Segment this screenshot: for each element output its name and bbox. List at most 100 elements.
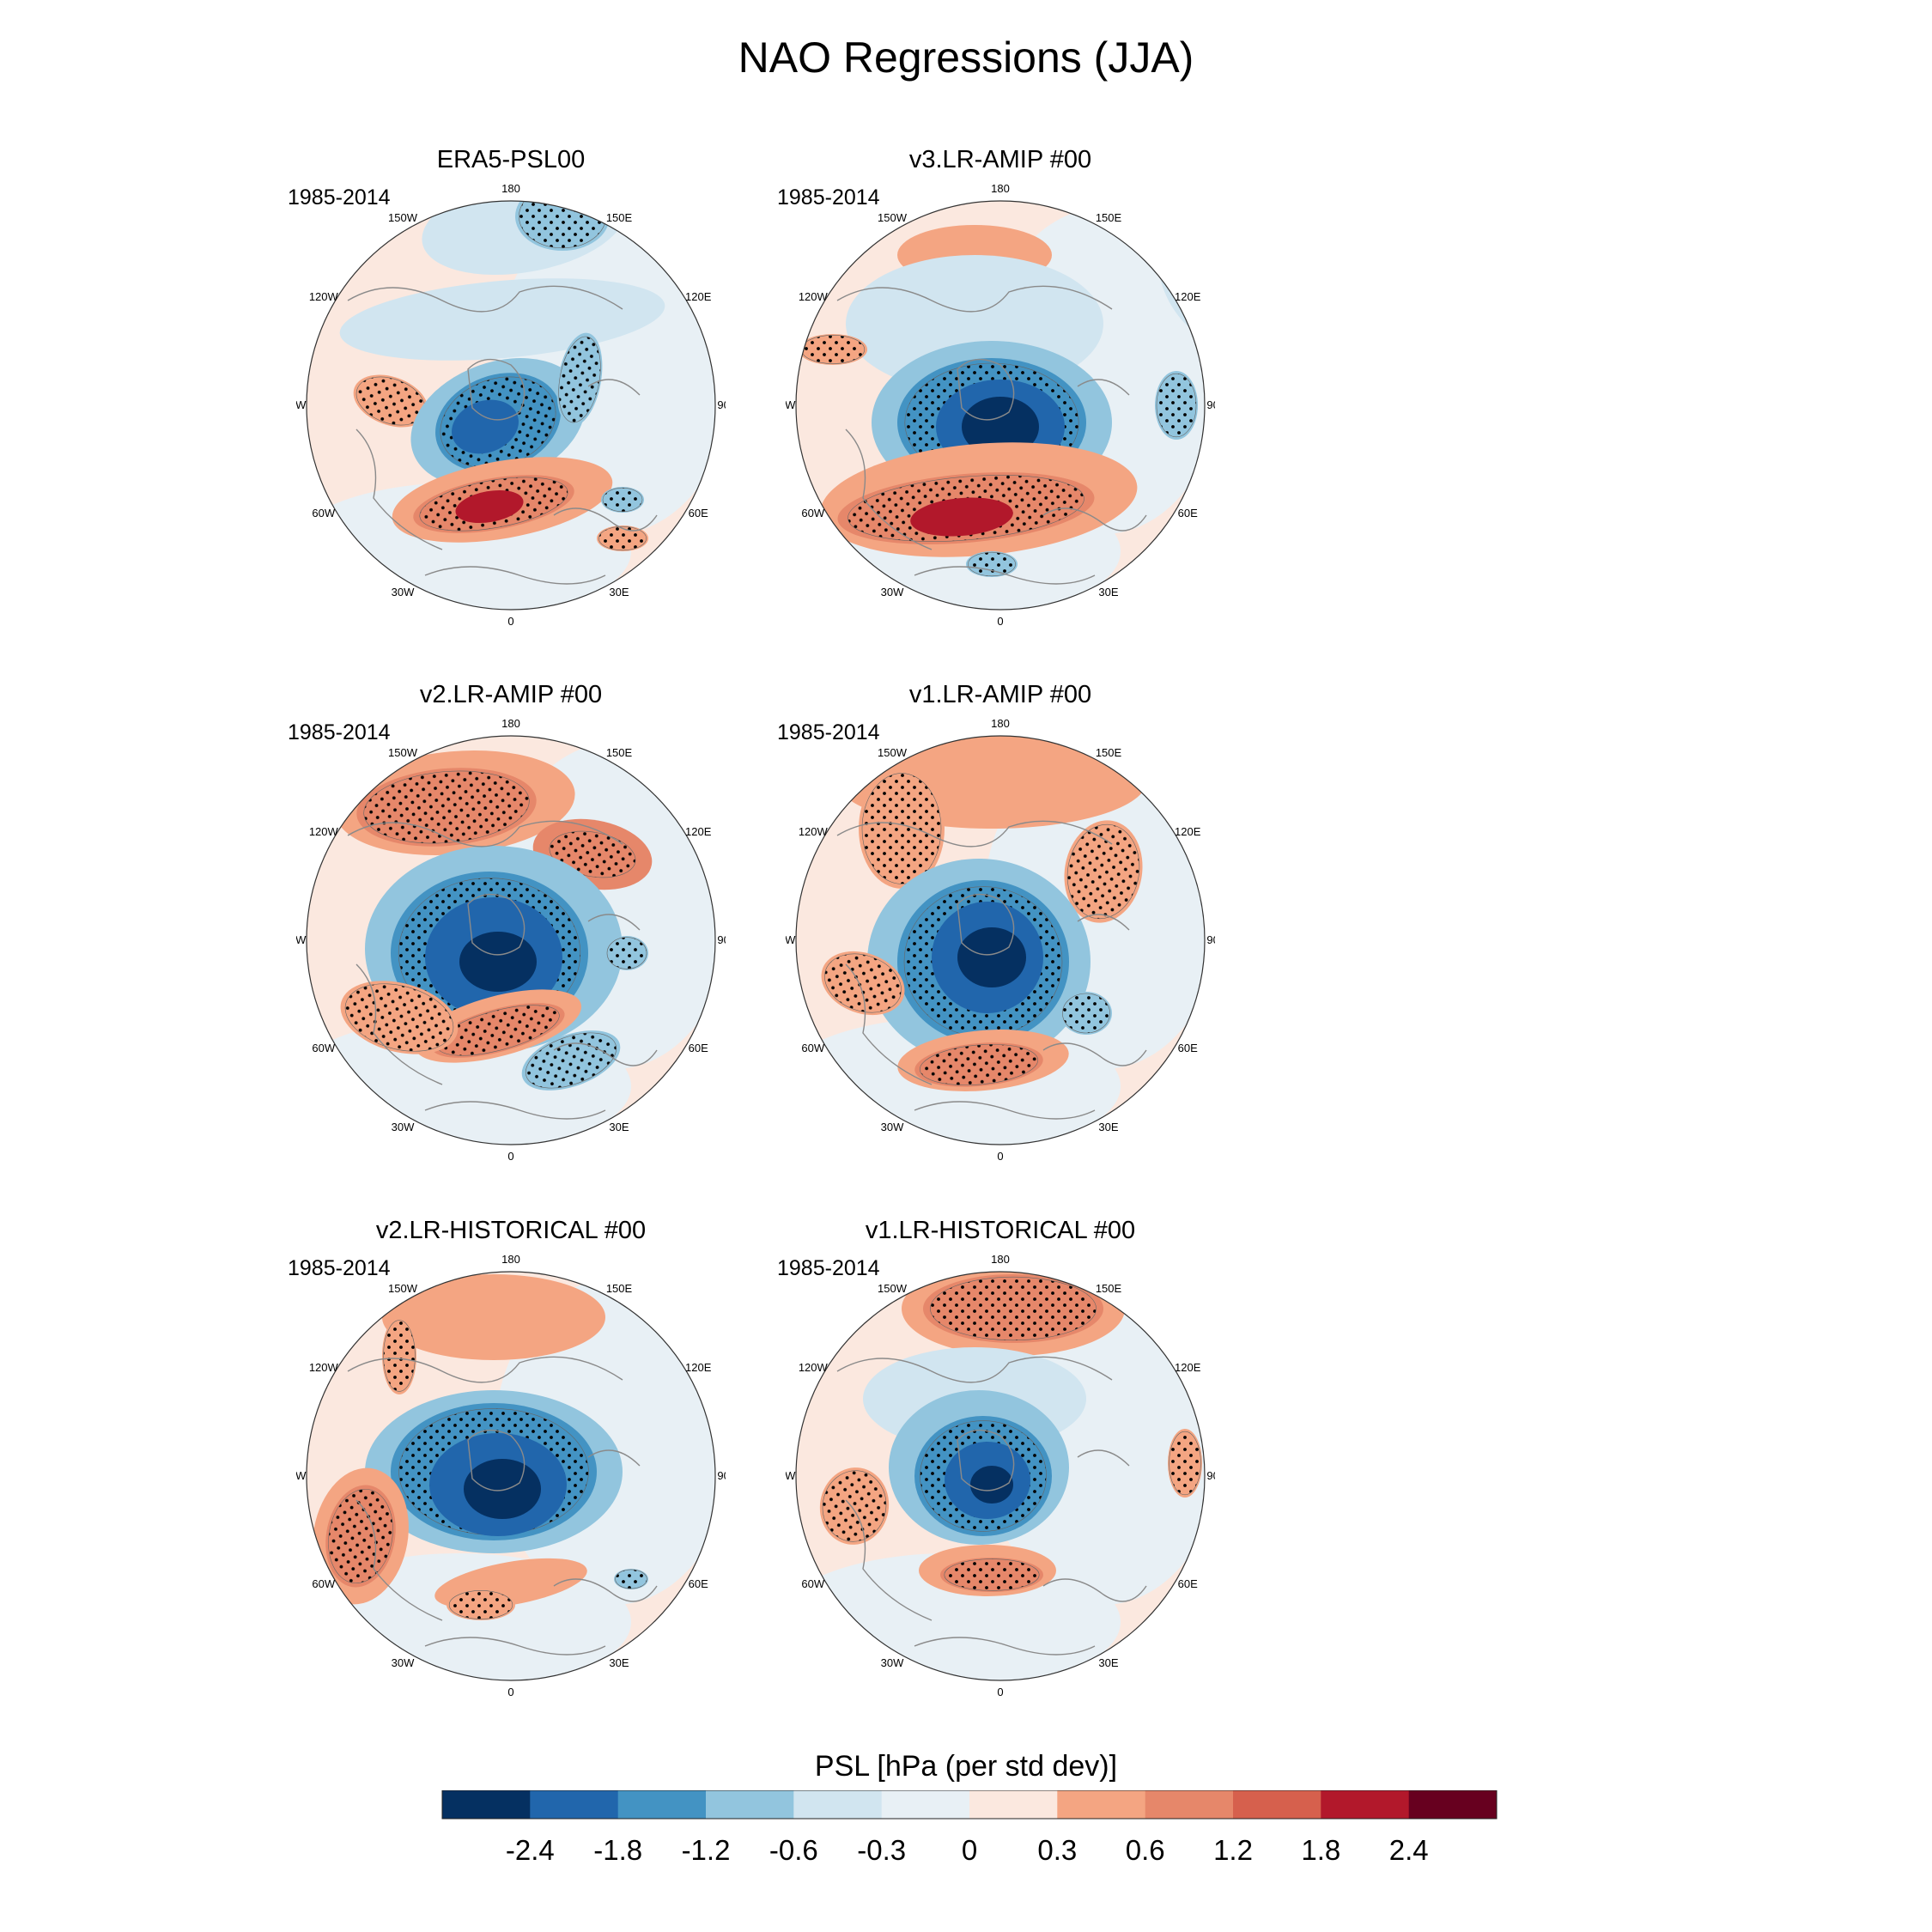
map-panel: v1.LR-HISTORICAL #00 1985-2014 180 150E 120E… xyxy=(777,1217,1224,1698)
coastline xyxy=(355,963,443,1085)
longitude-label: 150E xyxy=(606,211,633,224)
map-border xyxy=(306,200,716,611)
longitude-label: 180 xyxy=(991,717,1010,730)
longitude-label: 90E xyxy=(1206,933,1215,946)
significance-stipple xyxy=(919,1044,1039,1085)
longitude-label: 30E xyxy=(1098,1656,1118,1669)
significance-stipple xyxy=(1062,993,1110,1034)
significance-stipple xyxy=(344,983,454,1052)
coastline xyxy=(553,1578,658,1602)
longitude-label: 0 xyxy=(997,1686,1003,1698)
longitude-label: 90W xyxy=(296,1469,307,1482)
significance-stipple xyxy=(598,526,647,551)
longitude-label: 60E xyxy=(1178,1042,1198,1054)
longitude-label: 30W xyxy=(392,1656,415,1669)
longitude-label: 120E xyxy=(685,1361,712,1374)
coastline xyxy=(957,358,1015,421)
coastline xyxy=(845,963,933,1085)
panel-period: 1985-2014 xyxy=(777,185,880,210)
significance-stipple xyxy=(1169,1431,1201,1496)
longitude-label: 0 xyxy=(507,1686,513,1698)
longitude-label: 120W xyxy=(309,825,339,838)
colorbar-tick-label: 0.6 xyxy=(1126,1834,1165,1866)
significance-stipple xyxy=(861,773,942,884)
longitude-label: 180 xyxy=(501,717,520,730)
longitude-label: 150W xyxy=(878,211,908,224)
longitude-label: 120E xyxy=(685,290,712,303)
longitude-label: 0 xyxy=(507,615,513,627)
significance-stipple xyxy=(968,551,1016,577)
coastline xyxy=(424,1637,606,1656)
longitude-label: 150E xyxy=(1096,211,1122,224)
longitude-label: 90E xyxy=(717,933,726,946)
longitude-label: 150E xyxy=(1096,746,1122,759)
longitude-label: 180 xyxy=(501,182,520,195)
panel-period: 1985-2014 xyxy=(288,1256,391,1280)
anomaly-region xyxy=(459,932,537,992)
colorbar-swatch xyxy=(969,1790,1058,1819)
colorbar-swatch xyxy=(706,1790,794,1819)
coastline xyxy=(1077,379,1130,396)
panel-title: v3.LR-AMIP #00 xyxy=(908,146,1092,173)
significance-stipple xyxy=(1156,373,1197,438)
coastline xyxy=(347,285,623,313)
longitude-label: 60E xyxy=(689,1042,708,1054)
significance-stipple xyxy=(606,937,647,969)
longitude-label: 120W xyxy=(799,290,829,303)
anomaly-region xyxy=(464,1459,541,1519)
coastline xyxy=(836,285,1113,313)
anomaly-region xyxy=(455,489,524,524)
panel-title: ERA5-PSL00 xyxy=(436,146,586,173)
panel-title: v1.LR-AMIP #00 xyxy=(908,681,1092,708)
colorbar-swatch xyxy=(1233,1790,1321,1819)
longitude-label: 30E xyxy=(1098,1121,1118,1133)
coastline xyxy=(914,1101,1096,1120)
longitude-label: 90E xyxy=(1206,398,1215,411)
coastline xyxy=(587,914,641,931)
longitude-label: 60W xyxy=(312,507,335,519)
longitude-label: 120E xyxy=(1175,290,1201,303)
map-border xyxy=(795,1271,1206,1681)
figure-title: NAO Regressions (JJA) xyxy=(738,33,1194,82)
colorbar-title: PSL [hPa (per std dev)] xyxy=(814,1750,1118,1783)
colorbar-tick-label: 1.2 xyxy=(1213,1834,1253,1866)
longitude-label: 120W xyxy=(799,825,829,838)
anomaly-region xyxy=(962,397,1039,457)
significance-stipple xyxy=(930,1276,1097,1341)
coastline xyxy=(553,507,658,532)
colorbar-tick-label: -1.2 xyxy=(682,1834,731,1866)
significance-stipple xyxy=(822,1470,887,1542)
colorbar-tick-label: -2.4 xyxy=(506,1834,555,1866)
longitude-label: 0 xyxy=(997,1150,1003,1162)
map-panel: v1.LR-AMIP #00 1985-2014 180 150E 120E 90E 60E… xyxy=(777,681,1224,1162)
coastline xyxy=(347,1356,623,1383)
significance-stipple xyxy=(1066,823,1140,920)
longitude-label: 60W xyxy=(312,1577,335,1590)
longitude-label: 0 xyxy=(997,615,1003,627)
map-border xyxy=(306,735,716,1145)
significance-stipple xyxy=(328,1488,393,1584)
longitude-label: 120E xyxy=(685,825,712,838)
longitude-label: 90E xyxy=(717,398,726,411)
coastline xyxy=(1077,1449,1130,1467)
longitude-label: 120E xyxy=(1175,1361,1201,1374)
colorbar-tick-label: -0.6 xyxy=(769,1834,818,1866)
colorbar-tick-label: -1.8 xyxy=(593,1834,642,1866)
longitude-label: 90W xyxy=(296,933,307,946)
longitude-label: 120W xyxy=(309,1361,339,1374)
colorbar-swatch xyxy=(881,1790,970,1819)
longitude-label: 60E xyxy=(1178,507,1198,519)
significance-stipple xyxy=(824,953,902,1013)
map-panel: v2.LR-AMIP #00 1985-2014 180 150E 120E 90E 60E… xyxy=(288,681,734,1162)
coastline xyxy=(424,566,606,585)
longitude-label: 60W xyxy=(801,507,824,519)
colorbar-swatch xyxy=(793,1790,883,1819)
polar-map: 180 150E 120E 90E 60E 30E 0 30W 60W 90W 120W 150W xyxy=(296,1253,726,1698)
panel-period: 1985-2014 xyxy=(288,185,391,210)
longitude-label: 150E xyxy=(606,1282,633,1295)
anomaly-region xyxy=(452,399,519,454)
longitude-label: 120W xyxy=(799,1361,829,1374)
coastline xyxy=(957,1429,1015,1492)
coastline xyxy=(424,1101,606,1120)
significance-stipple xyxy=(549,830,636,878)
